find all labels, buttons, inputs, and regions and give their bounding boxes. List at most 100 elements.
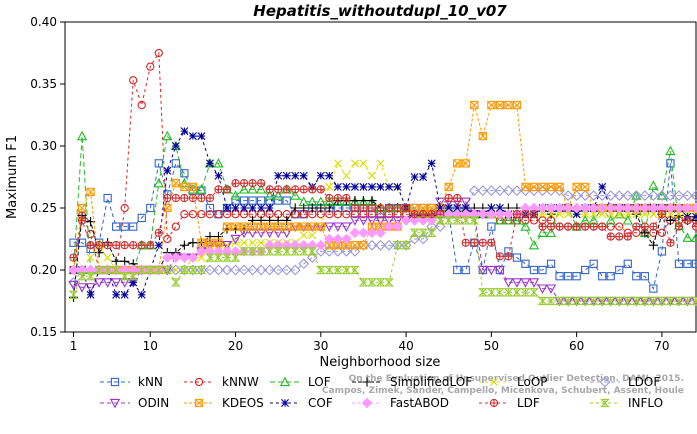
data-point-odin xyxy=(520,278,531,288)
data-point-inflo xyxy=(324,265,335,275)
data-point-ldf xyxy=(606,232,615,241)
data-point-inflo xyxy=(290,247,301,256)
data-point-ldf xyxy=(137,241,146,250)
data-point-ldf xyxy=(146,241,155,250)
legend-marker xyxy=(600,398,610,408)
data-point-odin xyxy=(392,216,403,226)
data-point-knn xyxy=(691,259,697,268)
data-point-fastabod xyxy=(366,227,378,239)
data-point-simplifiedlof xyxy=(367,195,377,206)
x-tick-label: 60 xyxy=(569,339,584,353)
data-point-lof xyxy=(273,190,284,200)
data-point-cof xyxy=(223,204,232,212)
x-tick-label: 30 xyxy=(313,339,328,353)
legend-item-knn: kNN xyxy=(100,375,163,389)
data-point-cof xyxy=(350,182,359,191)
data-point-ldf xyxy=(495,252,505,261)
x-axis: 1 10 20 30 40 50 60 70 xyxy=(70,332,670,353)
data-point-loop xyxy=(197,253,206,262)
data-point-inflo xyxy=(205,253,215,262)
x-axis-label: Neighborhood size xyxy=(320,355,441,370)
data-point-ldf xyxy=(376,203,385,213)
data-point-ldf xyxy=(461,238,470,247)
data-point-kdeos xyxy=(171,179,181,188)
data-point-simplifiedlof xyxy=(350,195,360,206)
data-point-kdeos xyxy=(546,182,556,192)
data-point-fastabod xyxy=(596,202,608,214)
data-point-fastabod xyxy=(554,202,565,214)
data-point-knn xyxy=(453,265,462,275)
data-point-cof xyxy=(598,182,607,191)
data-point-lof xyxy=(648,180,659,190)
data-point-simplifiedlof xyxy=(188,238,198,248)
data-point-simplifiedlof xyxy=(290,203,300,213)
data-point-ldof xyxy=(494,185,506,197)
data-point-ldof xyxy=(213,264,224,276)
data-point-simplifiedlof xyxy=(316,203,326,213)
data-point-fastabod xyxy=(631,202,642,214)
data-point-kdeos xyxy=(359,241,368,250)
data-point-ldof xyxy=(417,233,429,245)
data-point-kdeos xyxy=(418,203,428,213)
data-point-lof xyxy=(520,221,531,231)
data-point-lof xyxy=(247,184,258,194)
data-point-knn xyxy=(120,222,129,231)
legend-label: INFLO xyxy=(628,396,663,410)
data-point-ldof xyxy=(204,264,216,276)
data-point-ldf xyxy=(308,185,317,194)
data-point-loop xyxy=(257,238,266,247)
data-point-ldf xyxy=(384,203,394,213)
legend-item-loop: LoOP xyxy=(479,375,548,389)
legend-item-kdeos: KDEOS xyxy=(184,396,264,410)
data-point-inflo xyxy=(494,288,505,297)
data-point-cof xyxy=(376,182,385,191)
data-point-loop xyxy=(223,241,232,250)
data-point-ldf xyxy=(299,185,308,194)
data-point-ldf xyxy=(598,222,607,231)
x-tick-label: 50 xyxy=(484,339,499,353)
data-point-ldof xyxy=(503,185,514,197)
data-point-inflo xyxy=(145,265,156,275)
series-line-inflo xyxy=(73,219,696,302)
data-point-ldof xyxy=(392,239,403,251)
data-point-fastabod xyxy=(665,202,676,214)
data-point-fastabod xyxy=(332,233,344,245)
data-point-knn xyxy=(521,259,530,268)
data-point-knnw xyxy=(657,228,667,237)
data-point-kdeos xyxy=(461,159,470,168)
series-layer xyxy=(68,48,697,307)
data-point-odin xyxy=(281,228,292,239)
data-point-inflo xyxy=(111,265,122,275)
data-point-kdeos xyxy=(265,222,274,231)
data-point-cof xyxy=(248,204,257,212)
data-point-knn xyxy=(649,284,658,293)
legend-item-fastabod: FastABOD xyxy=(352,396,449,410)
data-point-knn xyxy=(640,272,649,281)
data-point-knnw xyxy=(180,210,189,219)
data-point-kdeos xyxy=(478,131,487,141)
data-point-odin xyxy=(358,216,369,226)
data-point-cof xyxy=(240,204,249,212)
data-point-inflo xyxy=(409,228,420,237)
data-point-ldof xyxy=(673,190,685,201)
data-point-fastabod xyxy=(494,208,506,220)
data-point-inflo xyxy=(631,296,642,306)
data-point-ldf xyxy=(487,238,496,247)
data-point-knn xyxy=(563,272,573,281)
data-point-odin xyxy=(537,284,548,294)
data-point-ldf xyxy=(683,216,692,225)
data-point-inflo xyxy=(341,265,352,275)
data-point-knnw xyxy=(154,48,163,58)
data-point-knn xyxy=(129,222,138,231)
data-point-knn xyxy=(265,196,274,205)
data-point-knn xyxy=(205,203,215,213)
data-point-fastabod xyxy=(579,202,591,214)
data-point-inflo xyxy=(315,265,326,275)
data-point-inflo xyxy=(94,265,105,275)
data-point-lof xyxy=(690,232,697,242)
series-line-ldf xyxy=(73,182,697,258)
data-point-knn xyxy=(598,272,607,281)
legend-marker xyxy=(361,397,373,409)
data-point-simplifiedlof xyxy=(94,248,104,258)
data-point-cof xyxy=(231,204,240,212)
